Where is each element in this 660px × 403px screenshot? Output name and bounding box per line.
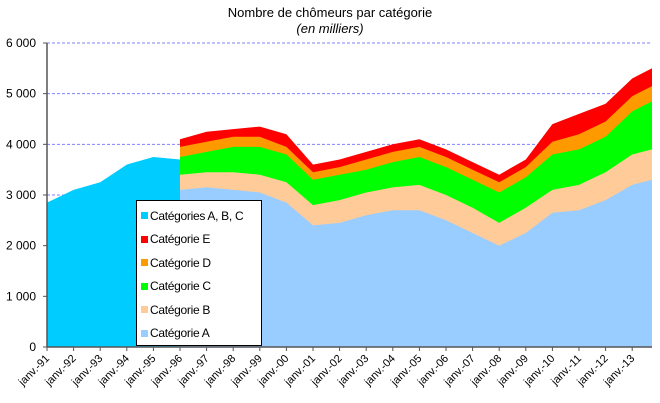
y-tick-label: 5 000: [6, 87, 36, 101]
legend-swatch-d: [141, 259, 148, 267]
y-tick-label: 2 000: [6, 239, 36, 253]
legend-item-abc: Catégories A, B, C: [141, 204, 261, 228]
legend-item-b: Catégorie B: [141, 298, 261, 322]
legend-label: Catégorie A: [150, 326, 210, 341]
legend-item-d: Catégorie D: [141, 251, 261, 275]
legend-label: Catégorie B: [150, 302, 211, 317]
legend-swatch-c: [141, 282, 148, 290]
legend-swatch-b: [141, 306, 148, 314]
y-tick-label: 4 000: [6, 137, 36, 151]
legend-item-a: Catégorie A: [141, 322, 261, 346]
legend-swatch-e: [141, 235, 148, 243]
y-tick-label: 6 000: [6, 36, 36, 50]
x-axis-ticks: janv.-91janv.-92janv.-93janv.-94janv.-95…: [16, 347, 637, 389]
stacked-areas: [47, 68, 652, 348]
legend-item-c: Catégorie C: [141, 275, 261, 299]
legend-label: Catégorie D: [150, 255, 211, 270]
legend-label: Catégorie E: [150, 232, 211, 247]
legend-swatch-abc: [141, 212, 148, 220]
y-tick-label: 1 000: [6, 289, 36, 303]
chart-title: Nombre de chômeurs par catégorie: [227, 5, 433, 20]
chart-subtitle: (en milliers): [296, 21, 364, 36]
legend-label: Catégorie C: [150, 279, 211, 294]
y-tick-label: 3 000: [6, 188, 36, 202]
legend-label: Catégories A, B, C: [150, 208, 244, 223]
legend-swatch-a: [141, 329, 148, 337]
legend-item-e: Catégorie E: [141, 228, 261, 252]
y-tick-label: 0: [29, 340, 36, 354]
chart-legend: Catégories A, B, C Catégorie E Catégorie…: [136, 200, 262, 346]
area-cat-gorie-a: [180, 179, 652, 347]
y-axis-ticks: 0 1 000 2 000 3 000 4 000 5 000 6 000: [6, 36, 47, 354]
